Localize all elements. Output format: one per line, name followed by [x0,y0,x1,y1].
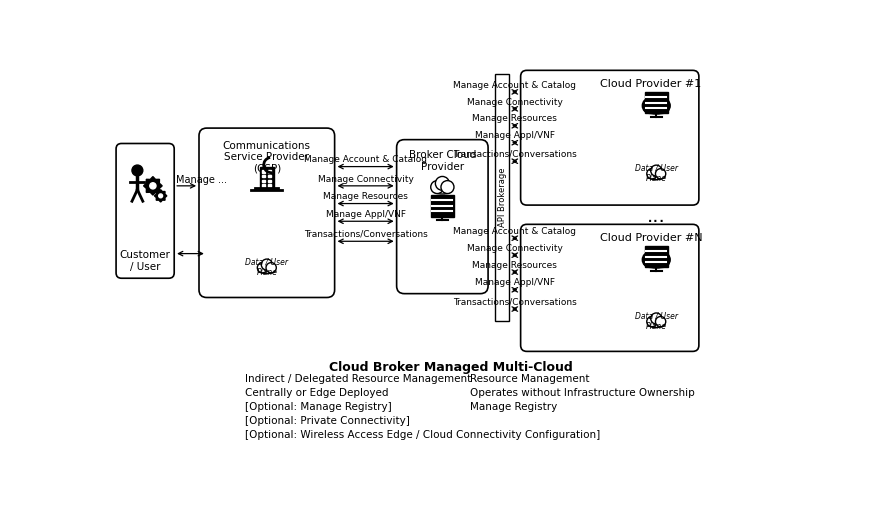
Text: Communications
Service Provider
(CSP): Communications Service Provider (CSP) [222,141,311,174]
Circle shape [257,263,267,273]
Text: Resource Management: Resource Management [470,374,589,385]
Circle shape [132,165,142,176]
Bar [262,175,265,177]
Text: Centrally or Edge Deployed: Centrally or Edge Deployed [245,388,389,398]
Text: Manage Connectivity: Manage Connectivity [466,98,562,106]
Text: Broker Cloud
Provider: Broker Cloud Provider [408,150,476,172]
Bar [262,180,265,182]
Polygon shape [143,176,162,195]
FancyBboxPatch shape [520,70,698,205]
Ellipse shape [644,104,668,114]
Text: Manage Connectivity: Manage Connectivity [317,174,413,184]
Circle shape [430,181,443,194]
Circle shape [655,169,665,179]
Circle shape [650,313,661,324]
Circle shape [647,93,664,110]
Text: Manage Registry: Manage Registry [470,402,557,412]
Text: API Brokerage: API Brokerage [497,168,506,227]
Text: [Optional: Manage Registry]: [Optional: Manage Registry] [245,402,392,412]
Bar [262,171,265,173]
Circle shape [261,259,272,270]
Bar [262,184,265,186]
Text: Manage Resources: Manage Resources [471,261,557,270]
Circle shape [159,194,162,198]
FancyBboxPatch shape [116,144,174,278]
Circle shape [654,98,669,113]
Circle shape [435,176,449,191]
Text: Indirect / Delegated Resource Management: Indirect / Delegated Resource Management [245,374,471,385]
Circle shape [646,169,656,179]
Ellipse shape [432,186,452,194]
Text: Manage Appl/VNF: Manage Appl/VNF [325,210,405,219]
Circle shape [647,247,664,264]
Circle shape [655,316,665,327]
Bar [268,171,271,173]
Bar [644,92,667,113]
Circle shape [646,316,656,327]
Text: Data / User
Plane: Data / User Plane [245,258,288,277]
Text: Manage Account & Catalog: Manage Account & Catalog [453,80,576,90]
Ellipse shape [647,321,664,327]
Text: Operates without Infrastructure Ownership: Operates without Infrastructure Ownershi… [470,388,694,398]
Text: Manage ...: Manage ... [176,175,227,185]
Text: [Optional: Wireless Access Edge / Cloud Connectivity Configuration]: [Optional: Wireless Access Edge / Cloud … [245,430,600,440]
Text: Transactions/Conversations: Transactions/Conversations [452,298,576,307]
Ellipse shape [647,173,664,180]
Polygon shape [155,189,167,202]
Bar [494,74,508,321]
Bar [268,184,271,186]
Circle shape [642,98,657,113]
Circle shape [149,183,155,189]
FancyBboxPatch shape [520,224,698,351]
Text: Manage Resources: Manage Resources [471,114,557,124]
Text: Manage Account & Catalog: Manage Account & Catalog [453,227,576,236]
Text: [Optional: Private Connectivity]: [Optional: Private Connectivity] [245,416,410,426]
FancyBboxPatch shape [396,140,487,294]
Text: Manage Connectivity: Manage Connectivity [466,244,562,253]
Text: Customer
/ User: Customer / User [119,251,170,272]
Text: Cloud Broker Managed Multi-Cloud: Cloud Broker Managed Multi-Cloud [328,361,572,374]
Bar [260,167,273,188]
Text: Manage Appl/VNF: Manage Appl/VNF [474,132,554,140]
Text: Cloud Provider #N: Cloud Provider #N [599,233,702,243]
Text: Cloud Provider #1: Cloud Provider #1 [600,79,701,89]
Text: Manage Appl/VNF: Manage Appl/VNF [474,278,554,288]
FancyBboxPatch shape [198,128,335,298]
Bar [430,195,453,217]
Bar [644,246,667,267]
Text: Transactions/Conversations: Transactions/Conversations [304,230,427,239]
Text: Transactions/Conversations: Transactions/Conversations [452,150,576,159]
Bar [268,180,271,182]
Circle shape [266,263,276,273]
Text: Data / User
Plane: Data / User Plane [634,312,677,331]
Text: ...: ... [646,207,665,226]
Circle shape [650,165,661,176]
Ellipse shape [644,258,668,268]
Circle shape [642,252,657,267]
Circle shape [654,252,669,267]
Ellipse shape [258,267,275,274]
Bar [268,175,271,177]
Circle shape [441,181,453,194]
Text: Manage Resources: Manage Resources [323,192,407,201]
Text: Manage Account & Catalog: Manage Account & Catalog [304,155,427,164]
Text: Data / User
Plane: Data / User Plane [634,164,677,183]
